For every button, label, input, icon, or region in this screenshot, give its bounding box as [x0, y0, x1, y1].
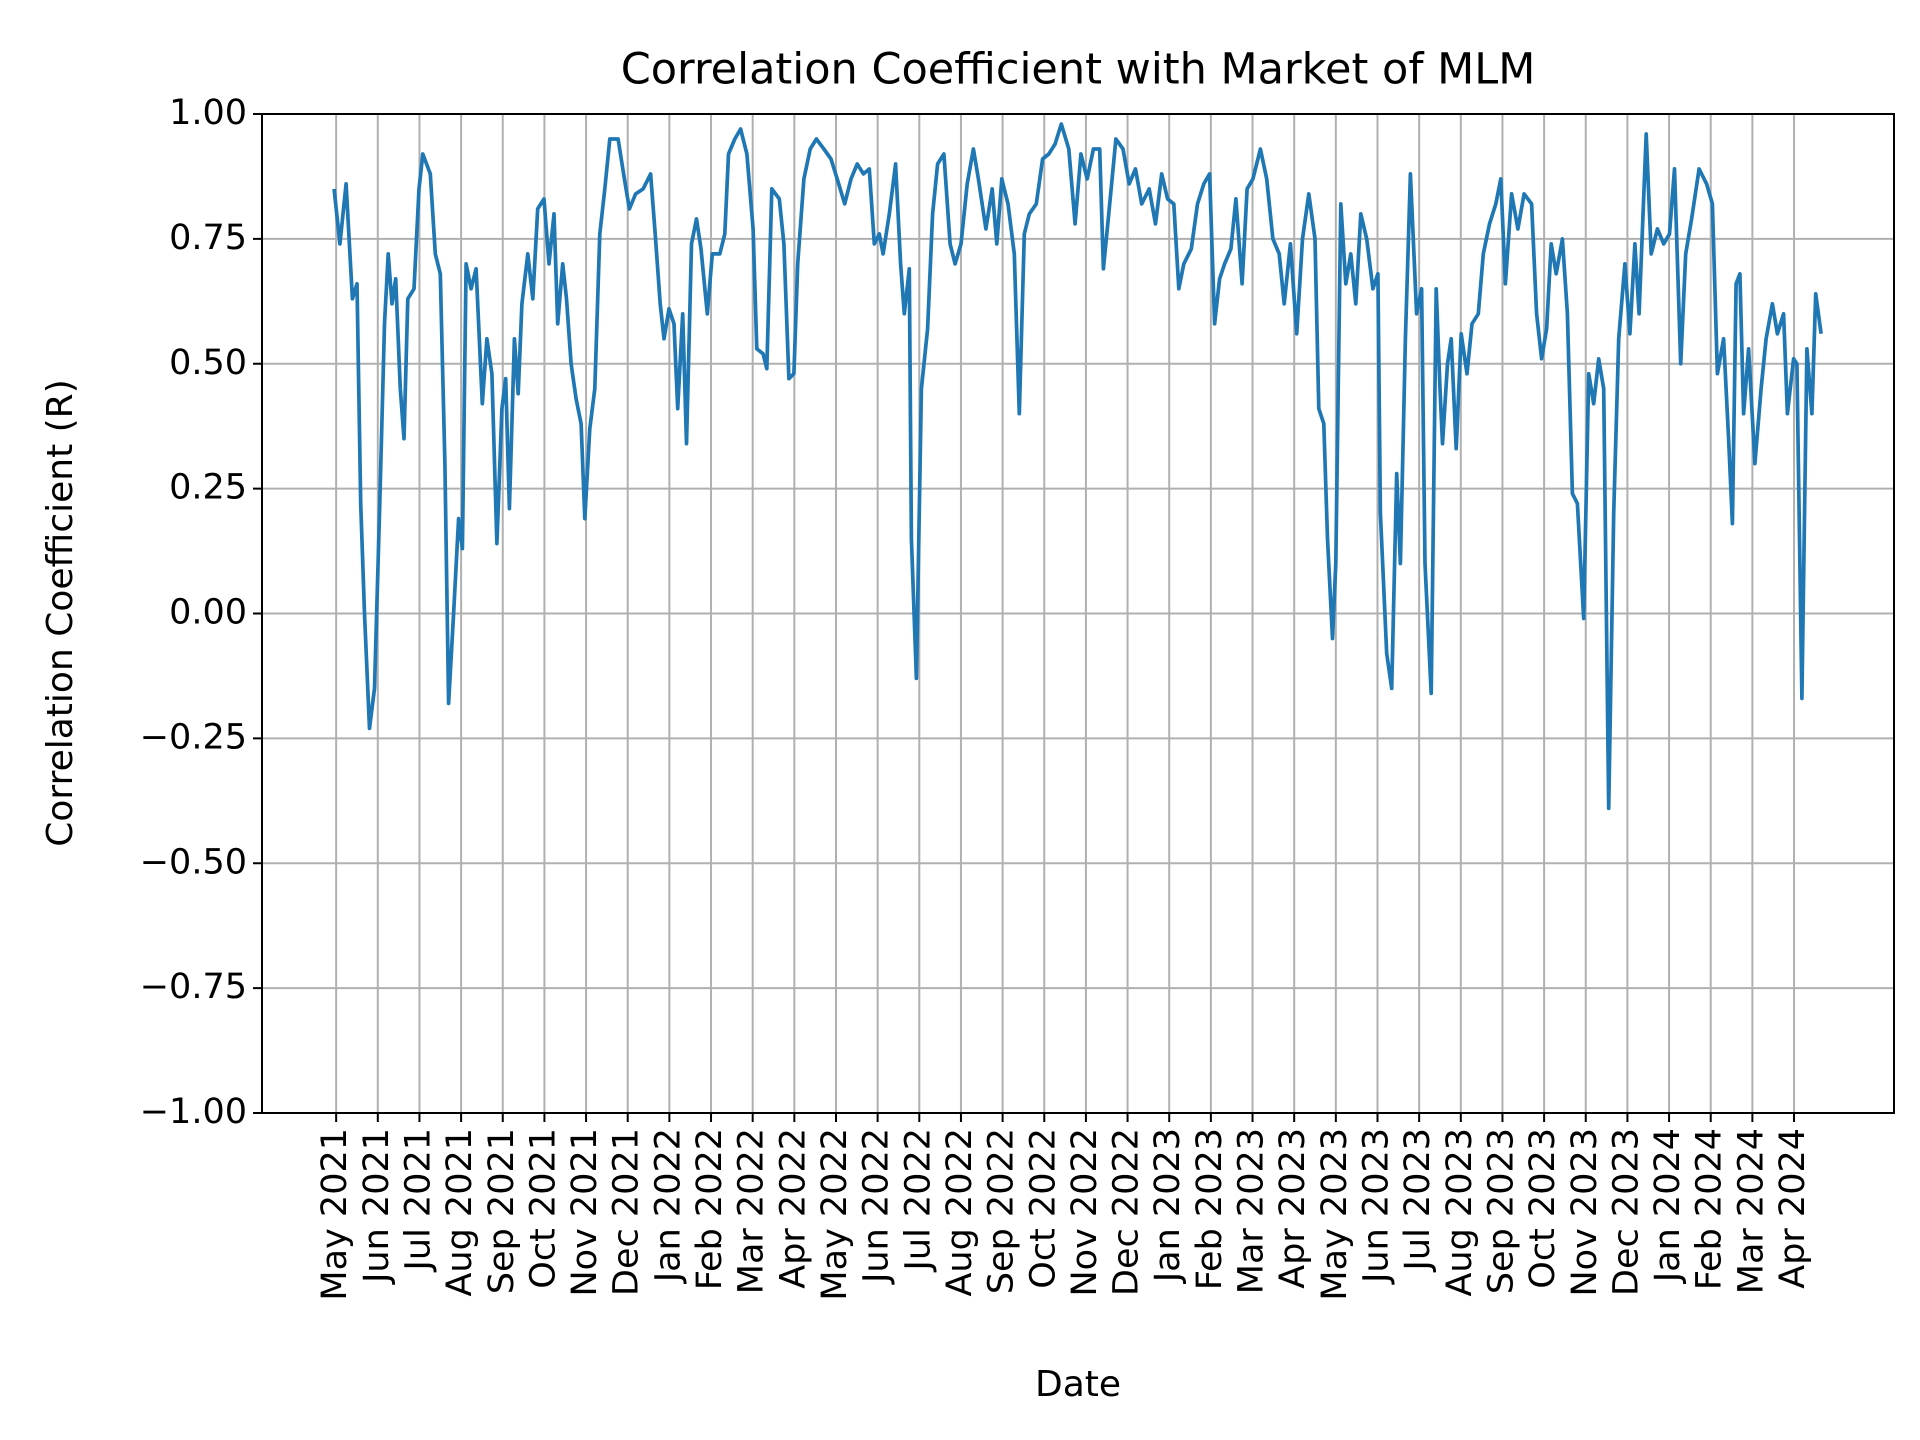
- x-tick-label: Apr 2024: [1773, 1128, 1813, 1289]
- x-tick-label: Nov 2022: [1065, 1128, 1105, 1297]
- x-tick-label: Sep 2023: [1481, 1128, 1521, 1294]
- y-tick-label: −0.25: [140, 717, 247, 757]
- x-tick-label: Jul 2022: [898, 1128, 938, 1272]
- x-tick-label: Oct 2022: [1023, 1128, 1063, 1289]
- x-tick-label: Dec 2021: [607, 1128, 647, 1296]
- y-tick-label: −0.50: [140, 842, 247, 882]
- x-tick-label: May 2023: [1315, 1128, 1355, 1301]
- x-tick-label: Nov 2021: [565, 1128, 605, 1297]
- y-tick-label: 0.75: [169, 218, 247, 258]
- chart-title: Correlation Coefficient with Market of M…: [621, 45, 1536, 95]
- x-tick-label: Sep 2022: [982, 1128, 1022, 1294]
- x-tick-label: Dec 2022: [1107, 1128, 1147, 1296]
- x-tick-label: Feb 2024: [1690, 1128, 1730, 1290]
- x-tick-label: Mar 2024: [1731, 1128, 1771, 1294]
- x-tick-label: Oct 2023: [1523, 1128, 1563, 1289]
- x-tick-label: Feb 2023: [1190, 1128, 1230, 1290]
- x-tick-label: Mar 2023: [1232, 1128, 1272, 1294]
- x-tick-label: Apr 2023: [1273, 1128, 1313, 1289]
- x-tick-label: May 2021: [315, 1128, 355, 1301]
- y-tick-label: 0.00: [169, 593, 247, 633]
- x-tick-label: Jul 2023: [1398, 1128, 1438, 1272]
- x-tick-label: Jul 2021: [398, 1128, 438, 1272]
- x-tick-label: Dec 2023: [1606, 1128, 1646, 1296]
- x-tick-label: Jan 2024: [1648, 1128, 1688, 1284]
- x-axis-label: Date: [1035, 1364, 1121, 1405]
- x-tick-label: Aug 2022: [940, 1128, 980, 1297]
- y-tick-label: −1.00: [140, 1092, 247, 1132]
- y-tick-label: 0.25: [169, 468, 247, 508]
- x-tick-label: Feb 2022: [690, 1128, 730, 1290]
- x-tick-label: Jun 2023: [1356, 1128, 1396, 1285]
- x-tick-label: Aug 2023: [1440, 1128, 1480, 1297]
- y-tick-label: −0.75: [140, 967, 247, 1007]
- x-tick-label: Mar 2022: [732, 1128, 772, 1294]
- x-tick-label: Nov 2023: [1565, 1128, 1605, 1297]
- x-tick-label: Jan 2022: [648, 1128, 688, 1284]
- x-tick-label: Jan 2023: [1148, 1128, 1188, 1284]
- x-tick-label: Oct 2021: [523, 1128, 563, 1289]
- data-line: [332, 122, 1823, 811]
- y-tick-label: 1.00: [169, 93, 247, 133]
- x-tick-label: Apr 2022: [773, 1128, 813, 1289]
- y-axis-label: Correlation Coefficient (R): [40, 379, 81, 847]
- x-tick-label: Jun 2021: [357, 1128, 397, 1285]
- x-tick-label: Sep 2021: [482, 1128, 522, 1294]
- plot-frame: [261, 113, 1895, 1114]
- x-tick-label: May 2022: [815, 1128, 855, 1301]
- x-tick-label: Aug 2021: [440, 1128, 480, 1297]
- y-tick-label: 0.50: [169, 343, 247, 383]
- x-tick-label: Jun 2022: [857, 1128, 897, 1285]
